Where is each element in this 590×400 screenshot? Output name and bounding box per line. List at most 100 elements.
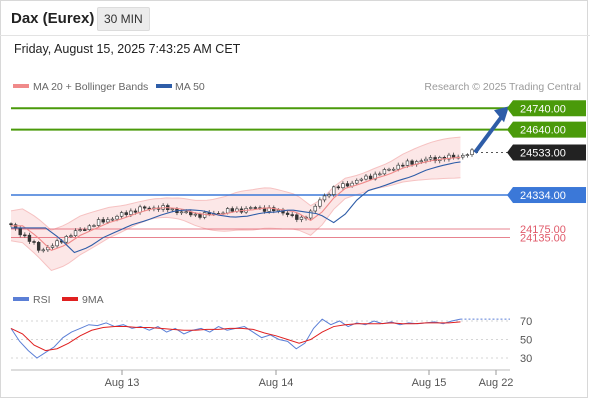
candle-down [410,160,414,165]
level-label-resistance: 24740.00 [520,103,566,115]
x-tick-label: Aug 13 [105,377,140,389]
candle-down [433,157,437,162]
candle-up [78,229,82,231]
ma9-legend-label: 9MA [82,294,104,306]
candle-down [345,183,350,187]
candle-up [382,169,387,175]
candle-up [193,213,198,216]
level-label-support: 24334.00 [520,190,566,202]
rsi-legend-swatch [13,297,29,301]
rsi-legend-label: RSI [33,294,51,306]
candle-up [378,173,382,176]
candle-down [368,175,373,180]
candle-up [64,236,69,243]
candle-up [55,240,59,247]
candle-down [336,186,341,189]
candle-up [461,154,465,158]
candle-up [424,158,428,162]
x-tick-label: Aug 14 [259,377,294,389]
candle-up [419,160,423,163]
candle-down [198,213,202,218]
timeframe-selector[interactable]: 30 MIN [97,7,150,31]
rsi-legend: RSI 9MA [13,294,104,306]
candle-up [405,160,410,166]
candle-up [341,183,345,189]
candle-down [18,227,22,236]
candle-down [124,212,128,215]
candle-up [106,219,110,223]
level-tag-arrow [507,121,513,138]
candle-down [401,164,405,167]
candle-down [101,219,105,223]
level-label-current: 24533.00 [520,148,566,160]
candle-up [41,249,45,252]
bollinger-lower [10,177,461,272]
candle-up [396,164,400,170]
bollinger-legend-swatch [13,84,29,88]
level-tag-current [513,144,586,161]
rsi-ma9-line [10,321,461,352]
candle-down [451,154,456,158]
candle-down [133,210,138,213]
candle-up [364,175,368,180]
copyright-text: Research © 2025 Trading Central [424,81,581,93]
candle-up [73,230,78,237]
rsi-panel: 70 50 30 [10,316,532,365]
x-tick-label: Aug 22 [479,377,514,389]
chart-header: Dax (Eurex) 30 MIN [0,0,590,36]
price-levels [11,107,510,239]
candle-up [322,195,327,201]
rsi-tick-label: 70 [520,316,532,328]
candle-up [318,199,322,207]
ma50-line [11,161,461,254]
candle-up [170,208,175,211]
candle-up [129,210,133,215]
candle-up [308,210,313,219]
projection-arrow-line [473,111,507,154]
candle-down [230,208,234,212]
x-tick-label: Aug 15 [412,377,447,389]
candle-up [391,168,396,171]
candle-down [36,242,41,251]
candle-up [50,245,55,248]
candle-down [23,234,27,237]
candle-up [87,225,92,231]
candle-up [428,157,433,160]
price-level-labels: 24740.00 24640.00 24533.00 24334.00 24175.00… [507,100,586,245]
candle-up [355,179,359,184]
candle-down [253,207,258,209]
bollinger-band [10,136,461,272]
ma50-legend-swatch [156,84,172,88]
candle-up [115,215,119,220]
price-legend: MA 20 + Bollinger Bands MA 50 [13,81,205,93]
candle-up [225,208,230,214]
candle-down [83,229,87,231]
level-tag-arrow [507,100,513,117]
candle-up [331,186,336,195]
level-tag-support [513,187,586,204]
candle-up [313,205,317,212]
ma50-legend-label: MA 50 [175,81,205,93]
candle-down [142,206,147,209]
candle-down [290,214,294,216]
bollinger-fill [11,137,461,271]
rsi-tick-label: 30 [520,353,532,365]
projection-arrow-head [494,106,509,123]
candle-up [359,178,364,181]
level-tag-resistance [513,100,586,117]
candle-up [373,173,377,180]
candle-up [249,207,253,209]
x-axis: Aug 13 Aug 14 Aug 15 Aug 22 [11,369,514,389]
candle-down [27,234,32,242]
level-label-pivot: 24135.00 [520,233,566,245]
bollinger-legend-label: MA 20 + Bollinger Bands [33,81,148,93]
level-label-resistance: 24640.00 [520,125,566,137]
timestamp: Friday, August 15, 2025 7:43:25 AM CET [14,42,241,56]
candle-up [387,168,391,171]
candle-up [470,149,474,155]
instrument-title: Dax (Eurex) [11,10,95,27]
bollinger-upper [10,136,461,231]
candle-up [184,211,188,214]
